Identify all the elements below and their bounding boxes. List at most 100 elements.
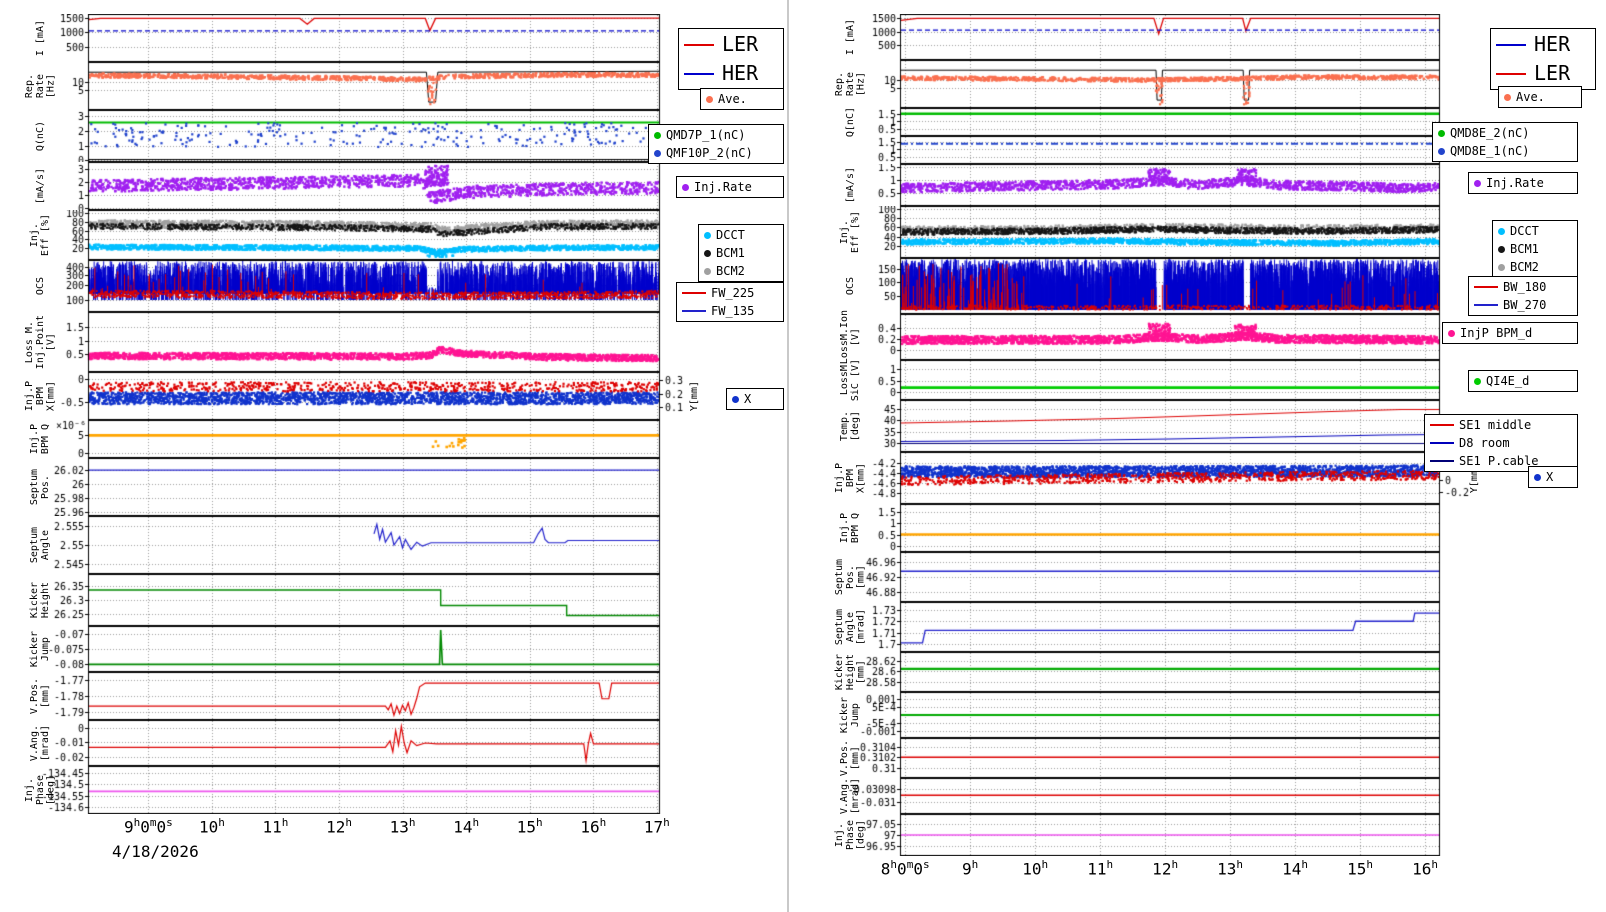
ylabel-text-bpmx: Inj.P BPM X[mm] <box>23 380 57 412</box>
legend-entry: BW_270 <box>1474 296 1572 314</box>
dot-marker <box>654 149 661 157</box>
legend-entry: Inj.Rate <box>682 178 778 196</box>
legend-entry: BCM1 <box>1498 240 1572 258</box>
line-marker <box>1430 424 1454 426</box>
legend-label: HER <box>1534 32 1571 56</box>
x-tick-label: 15h <box>1347 858 1374 879</box>
dot-marker <box>704 231 711 239</box>
plot-canvas-kicker_height_h <box>790 652 1606 692</box>
legend-label: BW_270 <box>1503 298 1547 312</box>
legend-bpmx: X <box>726 388 784 410</box>
subplot-septum_pos_h: Septum Pos. [mm] <box>790 552 1606 602</box>
subplot-vang_h: V.Ang. [mrad] <box>790 778 1606 814</box>
legend-fw: FW_225 FW_135 <box>676 282 784 322</box>
line-marker <box>1496 43 1526 46</box>
ylabel-text-phase: Inj. Phase [deg] <box>23 774 57 806</box>
legend-label: SE1 P.cable <box>1459 454 1539 468</box>
plot-canvas-bpmx <box>0 372 788 420</box>
dot-marker <box>706 95 713 103</box>
legend-entry: Ave. <box>706 90 778 108</box>
ylabel-kicker_jump_h: Kicker Jump <box>834 692 868 738</box>
ylabel-septum_angle_h: Septum Angle [mrad] <box>834 602 868 652</box>
plot-canvas-septum_angle_h <box>790 602 1606 652</box>
ylabel-vpos_h: V.Pos. [mm] <box>834 738 868 778</box>
dot-marker <box>704 249 711 257</box>
plot-canvas-kicker_jump <box>0 626 788 672</box>
dot-marker <box>1504 93 1511 101</box>
ylabel-ocs_h: OCS <box>834 258 868 314</box>
legend-entry: SE1 P.cable <box>1430 452 1572 470</box>
ylabel-text-current: I [mA] <box>34 19 46 57</box>
legend-entry: Inj.Rate <box>1474 174 1572 192</box>
legend-label: BCM2 <box>1510 260 1539 274</box>
plot-canvas-phase <box>0 766 788 814</box>
plot-canvas-reprate <box>0 62 788 110</box>
legend-entry: Ave. <box>1504 88 1576 106</box>
x-tick-label: 13h <box>1217 858 1244 879</box>
plot-canvas-septum_pos_h <box>790 552 1606 602</box>
subplot-phase: Inj. Phase [deg] <box>0 766 788 814</box>
ylabel-text-vpos_h: V.Pos. [mm] <box>839 739 861 777</box>
ylabel-kicker_jump: Kicker Jump <box>24 626 58 672</box>
dot-marker <box>1498 263 1505 271</box>
legend-entry: SE1 middle <box>1430 416 1572 434</box>
legend-entry: DCCT <box>1498 222 1572 240</box>
ylabel-text-kicker_height_h: Kicker Height [mm] <box>833 653 867 691</box>
legend-entry: D8 room <box>1430 434 1572 452</box>
ylabel-text-ocs: OCS <box>34 276 46 296</box>
plot-canvas-eff_h <box>790 206 1606 258</box>
ylabel-text-bpmq_h: Inj.P BPM Q <box>839 512 861 544</box>
ylabel-loss_ion: LossM.Ion [V] <box>834 310 868 364</box>
legend-entry: QI4E_d <box>1474 372 1572 390</box>
x-tick-label: 9h <box>962 858 979 879</box>
legend-entry: QMF10P_2(nC) <box>654 144 778 162</box>
dot-marker <box>704 267 711 275</box>
legend-label: InjP BPM_d <box>1460 326 1533 340</box>
ylabel-ocs: OCS <box>24 260 58 312</box>
plot-canvas-kicker_height <box>0 574 788 626</box>
x-tick-label: 11h <box>262 816 289 837</box>
legend-label: QI4E_d <box>1486 374 1530 388</box>
ylabel-vang_h: V.Ang. [mrad] <box>834 778 868 814</box>
legend-injrate: Inj.Rate <box>1468 172 1578 194</box>
plot-canvas-vpos <box>0 672 788 720</box>
line-marker <box>684 72 714 75</box>
dot-marker <box>1474 377 1481 385</box>
subplot-phase_h: Inj. Phase [deg] <box>790 814 1606 856</box>
legend-label: BCM2 <box>716 264 745 278</box>
legend-entry: X <box>732 390 778 408</box>
legend-entry: LER <box>684 30 778 59</box>
legend-label: BCM1 <box>716 246 745 260</box>
ylabel-vpos: V.Pos. [mm] <box>24 672 58 720</box>
line-marker <box>684 43 714 46</box>
ylabel-temp: Temp. [deg] <box>834 400 868 452</box>
panel-her: I [mA] Rep. Rate [Hz] Q[nC] [mA/s] Inj. Eff … <box>790 0 1606 912</box>
ylabel-current_h: I [mA] <box>834 14 868 60</box>
ylabel-kicker_height_h: Kicker Height [mm] <box>834 652 868 692</box>
plot-canvas-septum_angle <box>0 516 788 574</box>
legend-entry: BCM1 <box>704 244 778 262</box>
ylabel-bpmq_h: Inj.P BPM Q <box>834 504 868 552</box>
subplot-reprate_h: Rep. Rate [Hz] <box>790 60 1606 108</box>
legend-entry: FW_135 <box>682 302 778 320</box>
line-marker <box>1474 304 1498 306</box>
subplot-kicker_height_h: Kicker Height [mm] <box>790 652 1606 692</box>
line-marker <box>1430 460 1454 462</box>
legend-entry: QMD8E_1(nC) <box>1438 142 1572 160</box>
plot-canvas-bpmq <box>0 420 788 458</box>
subplot-vang: V.Ang. [mrad] <box>0 720 788 766</box>
ylabel-phase_h: Inj. Phase [deg] <box>834 814 868 856</box>
ylabel-text-injrate_h: [mA/s] <box>844 166 856 204</box>
ylabel-vang: V.Ang. [mrad] <box>24 720 58 766</box>
line-marker <box>1474 286 1498 288</box>
legend-label: QMD7P_1(nC) <box>666 128 746 142</box>
legend-label: FW_135 <box>711 304 755 318</box>
legend-charge: QMD8E_2(nC) QMD8E_1(nC) <box>1432 122 1578 162</box>
ylabel-text-vpos: V.Pos. [mm] <box>29 677 51 715</box>
panel-divider <box>787 0 789 912</box>
plot-canvas-vang_h <box>790 778 1606 814</box>
legend-label: QMD8E_2(nC) <box>1450 126 1530 140</box>
ylabel-text-ocs_h: OCS <box>844 276 856 296</box>
ylabel-bpmq: Inj.P BPM Q <box>24 420 58 458</box>
